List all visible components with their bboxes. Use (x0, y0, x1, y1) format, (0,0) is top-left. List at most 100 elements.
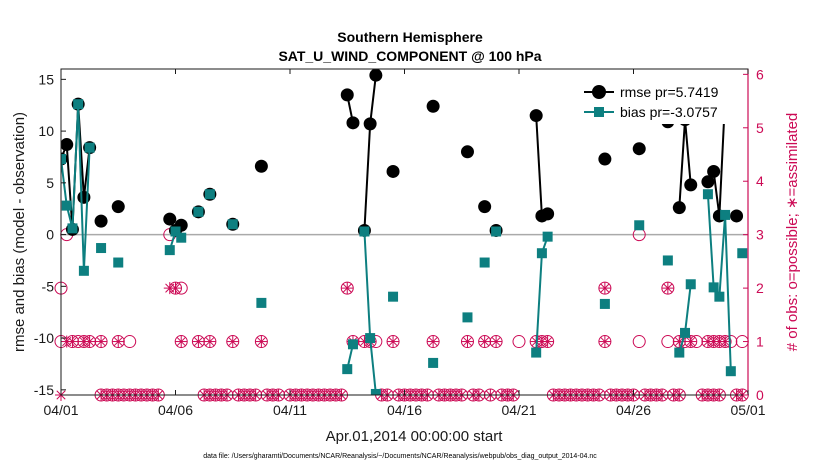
bias-point (73, 99, 84, 110)
bias-point (113, 257, 124, 268)
y-tick-label: -10 (34, 330, 54, 346)
obs-assimilated-marker (427, 335, 440, 348)
obs-assimilated-marker (66, 335, 79, 348)
rmse-point (386, 164, 400, 178)
y-tick-label: 10 (38, 123, 54, 139)
chart-subtitle: SAT_U_WIND_COMPONENT @ 100 hPa (278, 48, 541, 64)
obs-assimilated-marker (169, 282, 182, 295)
y-tick-label: -15 (34, 382, 54, 398)
rmse-point (529, 109, 543, 123)
rmse-point (369, 69, 383, 82)
x-tick-label: 04/21 (501, 402, 536, 418)
x-axis: 04/01 04/06 04/11 04/16 04/21 04/26 05/01 (43, 69, 766, 418)
bias-point (61, 200, 72, 211)
obs-assimilated-marker (598, 335, 611, 348)
bias-point (708, 282, 719, 293)
bias-point (531, 347, 542, 358)
bias-point (388, 291, 399, 302)
rmse-point (672, 201, 686, 215)
y-tick-label: 15 (38, 71, 54, 87)
rmse-point (61, 138, 74, 152)
bias-point (164, 245, 175, 256)
bias-point (462, 312, 473, 323)
y2-tick-label: 2 (756, 280, 764, 296)
y-tick-label: -5 (42, 278, 55, 294)
right-y-axis-label: # of obs: o=possible; ∗=assimilated (784, 113, 801, 352)
x-tick-label: 04/16 (387, 402, 422, 418)
rmse-point (684, 178, 698, 192)
series-bias (61, 99, 748, 395)
obs-assimilated-marker (83, 335, 96, 348)
obs-assimilated-marker (192, 335, 205, 348)
obs-assimilated-marker (226, 335, 239, 348)
bias-point (680, 327, 691, 338)
bias-point (227, 219, 238, 230)
y-tick-label: 5 (46, 175, 54, 191)
obs-assimilated-marker (478, 335, 491, 348)
y2-tick-label: 4 (756, 173, 764, 189)
bias-point (599, 298, 610, 309)
legend-box (586, 80, 736, 124)
bias-point (78, 265, 89, 276)
bias-point (61, 154, 66, 165)
bias-point (479, 257, 490, 268)
rmse-point (426, 99, 440, 113)
bias-point (428, 357, 439, 368)
rmse-point (94, 214, 108, 228)
obs-assimilated-marker (490, 335, 503, 348)
legend-rmse-marker (592, 85, 606, 99)
obs-assimilated-marker (95, 335, 108, 348)
bias-point (204, 189, 215, 200)
series-layer (61, 69, 748, 395)
bias-point (725, 366, 736, 377)
rmse-point (707, 164, 721, 178)
obs-assimilated-marker (661, 282, 674, 295)
legend-bias-label: bias pr=-3.0757 (620, 104, 718, 120)
rmse-point (346, 116, 360, 130)
bias-point (720, 209, 731, 220)
rmse-point (111, 200, 125, 214)
x-tick-label: 04/01 (43, 402, 78, 418)
bias-point (342, 364, 353, 375)
obs-assimilated-marker (203, 335, 216, 348)
bias-point (634, 220, 645, 231)
data-file-footnote: data file: /Users/gharamti/Documents/NCA… (203, 453, 597, 460)
right-y-axis: 6 5 4 3 2 1 0 (743, 66, 764, 403)
bias-point (737, 248, 748, 259)
x-tick-label: 04/11 (273, 402, 307, 418)
bias-point (491, 226, 502, 237)
legend-bias-marker (594, 107, 604, 117)
bias-point (67, 223, 78, 234)
bias-point (193, 206, 204, 217)
bias-point (347, 339, 358, 350)
y-tick-label: 0 (46, 227, 54, 243)
y2-tick-label: 3 (756, 227, 764, 243)
bias-point (176, 232, 187, 243)
y-axis: 15 10 5 0 -5 -10 -15 (34, 71, 66, 398)
bias-point (674, 347, 685, 358)
bias-point (359, 226, 370, 237)
y2-tick-label: 6 (756, 66, 764, 82)
legend-rmse-label: rmse pr=5.7419 (620, 84, 719, 100)
obs-assimilated-marker (112, 335, 125, 348)
x-tick-label: 04/06 (158, 402, 193, 418)
bias-point (370, 388, 381, 395)
legend: rmse pr=5.7419 bias pr=-3.0757 (584, 80, 736, 124)
obs-possible-marker (512, 335, 526, 349)
y2-tick-label: 1 (756, 334, 764, 350)
obs-assimilated-marker (341, 282, 354, 295)
rmse-point (254, 159, 268, 173)
rmse-point (460, 145, 474, 159)
y2-tick-label: 0 (756, 387, 764, 403)
bias-point (542, 231, 553, 242)
bias-line (61, 104, 91, 271)
bias-point (96, 243, 107, 254)
rmse-point (541, 207, 555, 221)
obs-assimilated-marker (598, 282, 611, 295)
bias-point (84, 142, 95, 153)
bias-point (702, 189, 713, 200)
chart-title: Southern Hemisphere (337, 29, 483, 45)
bias-point (256, 297, 267, 308)
obs-assimilated-marker (684, 335, 697, 348)
